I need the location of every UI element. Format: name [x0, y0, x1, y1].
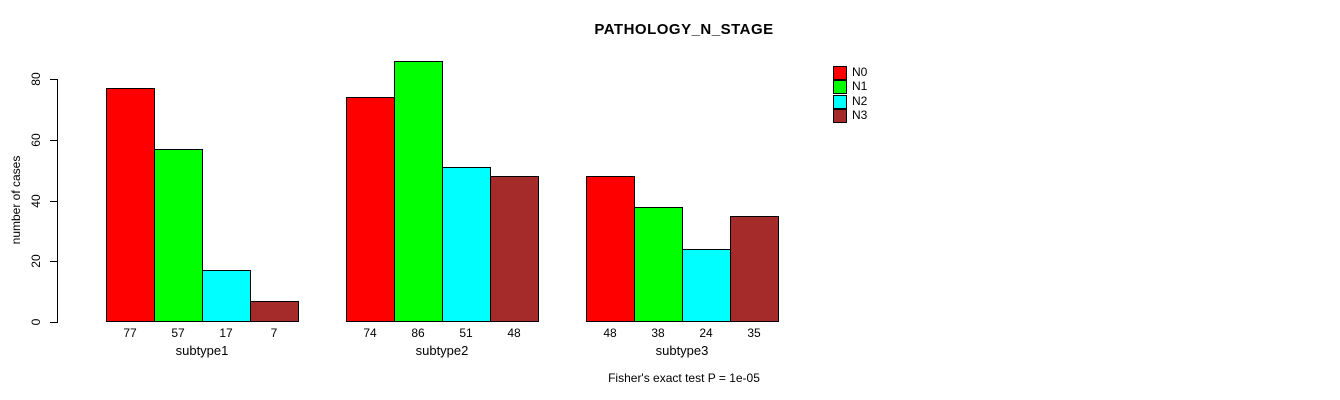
legend-item-n3: N3: [833, 108, 893, 123]
legend-swatch-n3-icon: [833, 109, 847, 123]
legend-item-n1: N1: [833, 79, 893, 94]
bar-n2-subtype1: [202, 270, 251, 322]
legend-swatch-n1-icon: [833, 80, 847, 94]
category-label-subtype1: subtype1: [175, 343, 229, 358]
bar-value-label: 48: [507, 326, 521, 340]
category-label-subtype3: subtype3: [655, 343, 709, 358]
bar-n0-subtype1: [106, 88, 155, 322]
category-label-subtype2: subtype2: [415, 343, 469, 358]
bar-n0-subtype2: [346, 97, 395, 322]
y-axis-tick-label: 0: [29, 318, 43, 326]
y-axis-tick-label: 20: [29, 254, 43, 268]
legend-swatch-n0-icon: [833, 66, 847, 80]
y-axis-tick: [50, 79, 57, 80]
bar-n3-subtype2: [490, 176, 539, 322]
bar-value-label: 51: [459, 326, 473, 340]
bar-value-label: 7: [270, 326, 278, 340]
bar-value-label: 35: [747, 326, 761, 340]
y-axis-tick: [50, 322, 57, 323]
bar-n1-subtype2: [394, 61, 443, 322]
bar-n1-subtype3: [634, 207, 683, 322]
bar-n0-subtype3: [586, 176, 635, 322]
y-axis-line: [57, 79, 58, 323]
legend-swatch-n2-icon: [833, 95, 847, 109]
bar-n2-subtype3: [682, 249, 731, 322]
bar-value-label: 77: [123, 326, 137, 340]
legend-label: N3: [852, 108, 868, 122]
y-axis-tick: [50, 140, 57, 141]
bar-value-label: 57: [171, 326, 185, 340]
bar-n3-subtype3: [730, 216, 779, 322]
bar-n1-subtype1: [154, 149, 203, 322]
legend-item-n0: N0: [833, 65, 893, 80]
y-axis-tick-label: 40: [29, 194, 43, 208]
legend-item-n2: N2: [833, 94, 893, 109]
y-axis-tick-label: 60: [29, 133, 43, 147]
bar-n2-subtype2: [442, 167, 491, 322]
y-axis-label: number of cases: [9, 155, 23, 245]
legend-label: N0: [852, 65, 868, 79]
y-axis-tick: [50, 201, 57, 202]
legend-label: N2: [852, 94, 868, 108]
legend-label: N1: [852, 79, 868, 93]
bar-value-label: 48: [603, 326, 617, 340]
bar-n3-subtype1: [250, 301, 299, 322]
bar-value-label: 24: [699, 326, 713, 340]
y-axis-tick-label: 80: [29, 72, 43, 86]
y-axis-tick: [50, 261, 57, 262]
bar-value-label: 38: [651, 326, 665, 340]
fisher-test-annotation: Fisher's exact test P = 1e-05: [608, 371, 760, 385]
bar-value-label: 17: [219, 326, 233, 340]
chart-title: PATHOLOGY_N_STAGE: [594, 21, 774, 38]
bar-value-label: 86: [411, 326, 425, 340]
bar-value-label: 74: [363, 326, 377, 340]
